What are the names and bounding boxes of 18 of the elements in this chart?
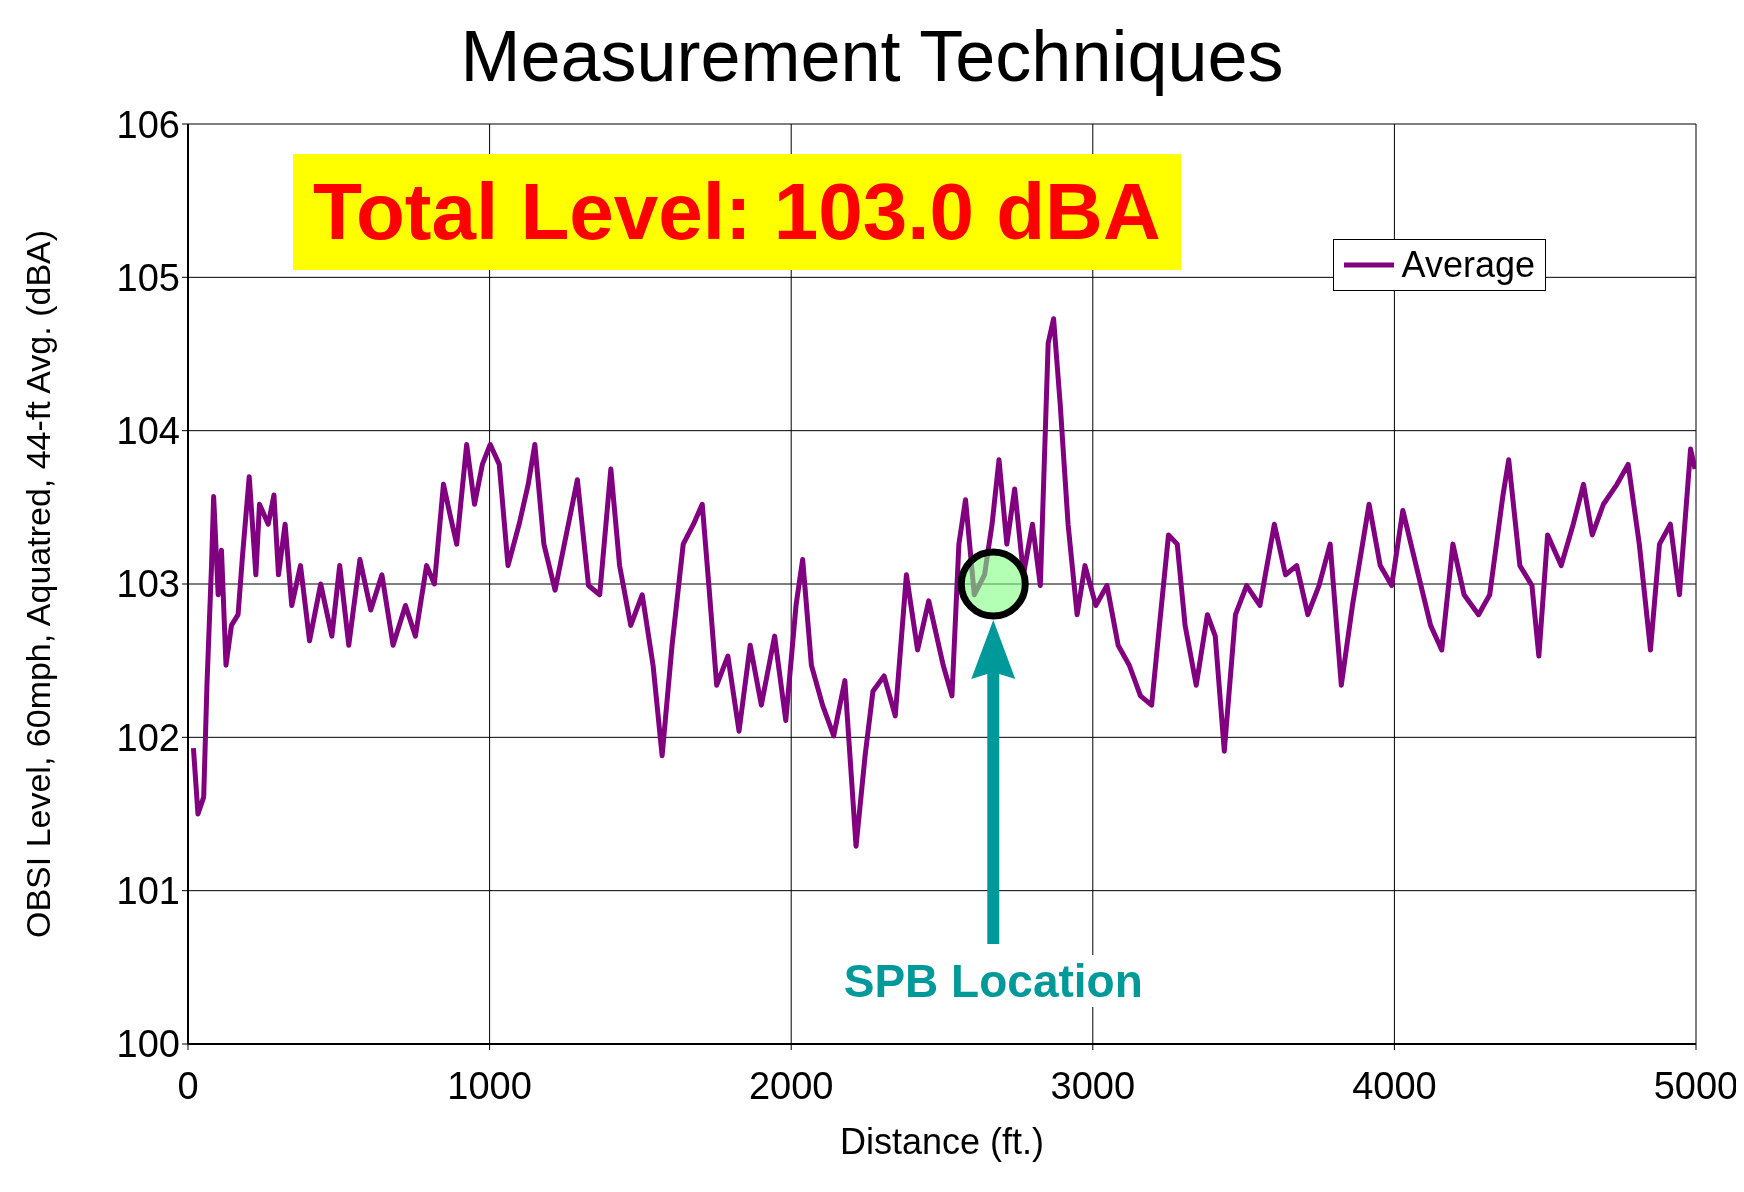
x-tick-label: 2000 bbox=[748, 1064, 834, 1107]
y-tick-label: 104 bbox=[116, 410, 180, 453]
y-tick-label: 105 bbox=[116, 256, 180, 299]
x-tick-label: 4000 bbox=[1352, 1064, 1437, 1107]
x-tick-label: 1000 bbox=[447, 1064, 532, 1107]
x-axis-title: Distance (ft.) bbox=[839, 1121, 1045, 1162]
y-axis-title: OBSI Level, 60mph, Aquatred, 44-ft Avg. (dBA) bbox=[19, 229, 58, 939]
y-tick-label: 102 bbox=[116, 716, 180, 759]
y-tick-label: 101 bbox=[116, 870, 180, 913]
y-tick-label: 103 bbox=[116, 563, 180, 606]
y-tick-label: 100 bbox=[116, 1023, 180, 1066]
x-tick-label: 3000 bbox=[1050, 1064, 1136, 1107]
legend-label: Average bbox=[1401, 244, 1535, 286]
x-tick-label: 0 bbox=[177, 1064, 199, 1107]
annotation: Total Level: 103.0 dBA bbox=[293, 154, 1181, 270]
y-tick-label: 106 bbox=[116, 103, 180, 146]
annotation: SPB Location bbox=[843, 955, 1143, 1007]
chart-title: Measurement Techniques bbox=[459, 15, 1285, 98]
